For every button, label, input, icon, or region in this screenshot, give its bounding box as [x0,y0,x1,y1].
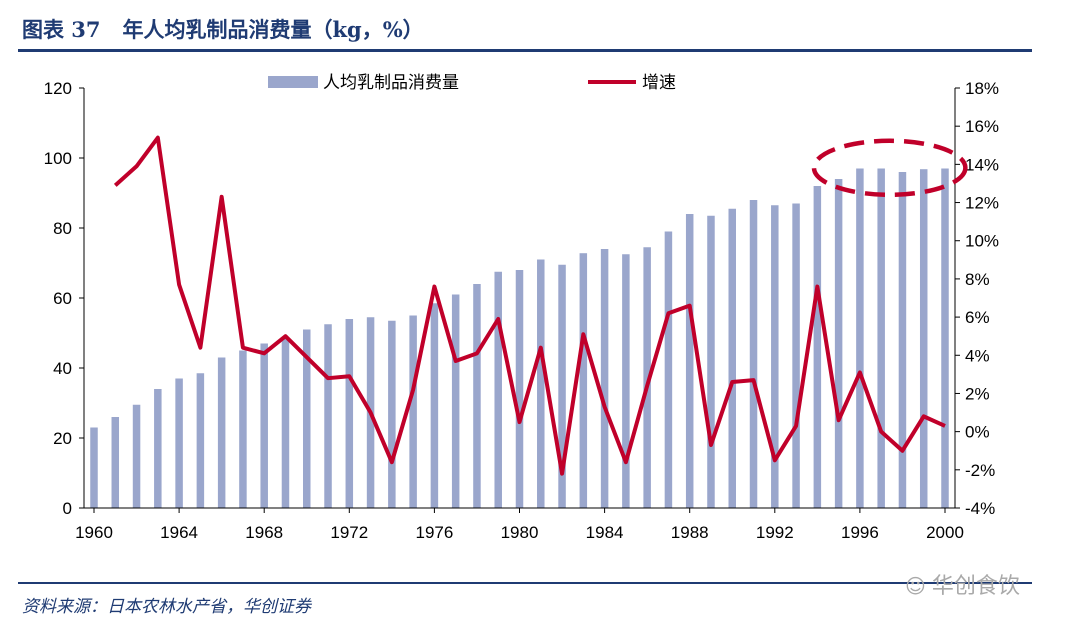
y-right-tick-label: 8% [965,270,990,289]
bar [132,404,141,508]
bar [175,378,183,508]
y-right-tick-label: 10% [965,232,999,251]
bar [856,168,864,508]
bar [834,179,843,508]
bar [324,324,332,508]
y-left-tick-label: 0 [63,499,72,518]
x-tick-label: 2000 [926,523,964,542]
y-right-tick-label: 2% [965,384,990,403]
y-right-tick-label: 16% [965,117,999,136]
bar [749,200,758,508]
bar [685,214,694,508]
y-left-tick-label: 100 [44,149,72,168]
legend-label-bar: 人均乳制品消费量 [323,73,459,92]
y-left-tick-label: 20 [53,429,72,448]
bar [600,249,609,508]
wechat-icon: ☺ [905,574,926,598]
bar [260,343,268,508]
x-tick-label: 1972 [330,523,368,542]
bar [473,284,481,508]
y-right-tick-label: 18% [965,79,999,98]
bar [409,315,417,508]
chart-title: 图表 37 年人均乳制品消费量（kg，%） [22,17,424,42]
bar [898,172,907,508]
bar [877,168,885,508]
bar [919,169,928,508]
x-tick-label: 1976 [415,523,453,542]
y-left-tick-label: 60 [53,289,72,308]
bar [154,389,162,508]
footer-rule [18,582,1032,584]
x-tick-label: 1984 [586,523,624,542]
x-tick-label: 1964 [160,523,198,542]
bar [537,259,545,508]
bar [90,427,98,508]
bar [792,203,800,508]
y-left-tick-label: 40 [53,359,72,378]
y-right-tick-label: -4% [965,499,995,518]
bar [494,271,502,508]
y-right-tick-label: 0% [965,423,990,442]
y-left-tick-label: 120 [44,79,72,98]
bar [515,270,524,508]
bar [217,357,226,508]
y-right-tick-label: 12% [965,194,999,213]
y-right-tick-label: 4% [965,346,990,365]
bar [239,350,247,508]
bar [728,208,736,508]
bar [430,303,439,508]
x-tick-label: 1996 [841,523,879,542]
bar [388,320,396,508]
x-tick-label: 1980 [501,523,539,542]
bar [707,215,715,508]
x-tick-label: 1988 [671,523,709,542]
legend-label-line: 增速 [642,73,676,92]
bar [558,264,566,508]
bar [813,186,822,508]
y-right-tick-label: 14% [965,155,999,174]
growth-line [113,135,946,476]
bar [111,417,120,508]
bar [622,254,630,508]
watermark-text: 华创食饮 [931,574,1020,599]
source-note: 资料来源：日本农林水产省，华创证券 [22,597,311,617]
bar [451,294,460,508]
bar [771,205,779,508]
bar [196,373,205,508]
y-right-tick-label: 6% [965,308,990,327]
x-tick-label: 1960 [75,523,113,542]
highlight-ellipse [811,138,968,198]
bar [941,168,949,508]
bar [345,319,354,508]
bar [643,247,651,508]
bar [664,231,673,508]
x-tick-label: 1968 [245,523,283,542]
legend-swatch-bar [268,76,318,88]
y-right-tick-label: -2% [965,461,995,480]
y-left-tick-label: 80 [53,219,72,238]
chart: 0 20 40 60 80 100 120 -4% -2% 0% 2% 4% 6% 8% 10% 12% 14%… [44,73,999,542]
x-tick-label: 1992 [756,523,794,542]
bar [303,329,311,508]
bar [281,338,290,508]
header-rule [18,49,1032,52]
watermark: ☺ 华创食饮 [905,568,1020,600]
bar [579,253,588,508]
